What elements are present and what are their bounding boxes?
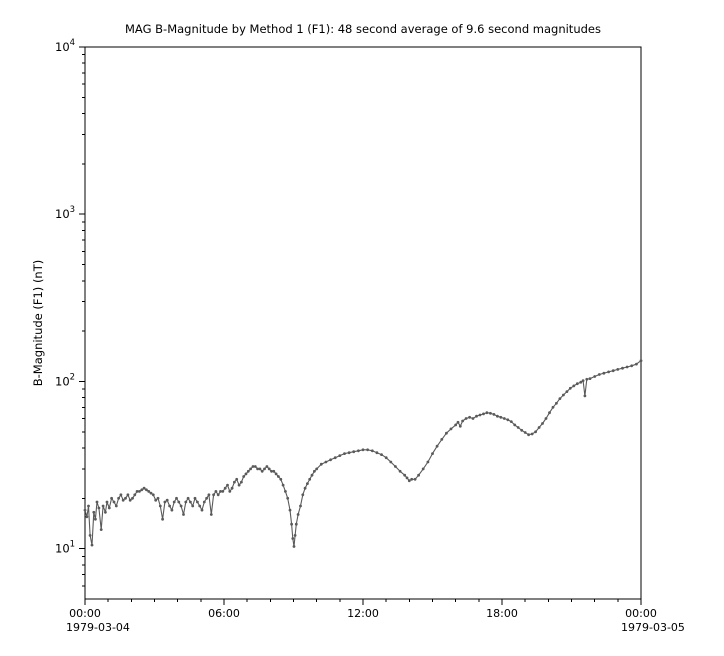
x-tick-label: 12:00 xyxy=(347,607,379,620)
x-tick-label: 00:00 xyxy=(625,607,657,620)
x-tick-label: 06:00 xyxy=(208,607,240,620)
x-tick-label: 00:00 xyxy=(69,607,101,620)
y-axis-ticks xyxy=(79,46,85,587)
data-series-points xyxy=(83,359,643,548)
x-tick-label: 18:00 xyxy=(486,607,518,620)
data-series-line xyxy=(84,360,642,548)
y-axis-tick-labels: 101 102 103 104 xyxy=(55,38,75,556)
y-tick-label: 101 xyxy=(55,540,75,556)
y-tick-label: 103 xyxy=(55,205,75,221)
plot-frame xyxy=(84,46,642,600)
y-tick-label: 102 xyxy=(55,372,75,388)
x-axis-date-right: 1979-03-05 xyxy=(621,621,685,634)
x-axis-tick-labels: 00:00 06:00 12:00 18:00 00:00 xyxy=(69,607,657,620)
x-axis-ticks xyxy=(84,599,642,605)
x-axis-date-left: 1979-03-04 xyxy=(66,621,130,634)
chart-title: MAG B-Magnitude by Method 1 (F1): 48 sec… xyxy=(125,22,601,36)
y-tick-label: 104 xyxy=(55,38,75,54)
